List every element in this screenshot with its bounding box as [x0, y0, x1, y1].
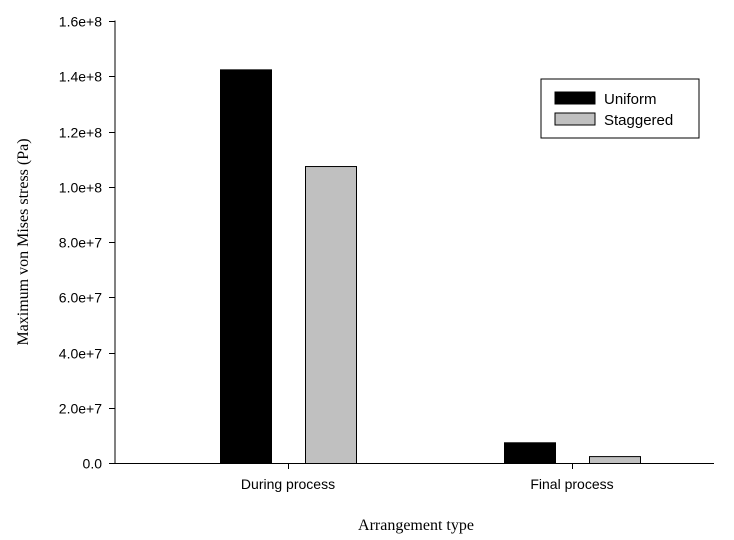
- y-tick-label: 8.0e+7: [59, 235, 102, 251]
- bars: [220, 69, 641, 464]
- y-axis-ticks: 0.0 2.0e+7 4.0e+7 6.0e+7 8.0e+7 1.0e+8 1.2e+8 1…: [59, 14, 115, 472]
- y-tick-label: 2.0e+7: [59, 401, 102, 417]
- y-tick-label: 4.0e+7: [59, 346, 102, 362]
- legend: Uniform Staggered: [540, 78, 700, 139]
- y-tick-label: 1.6e+8: [59, 14, 102, 30]
- y-tick-label: 1.2e+8: [59, 125, 102, 141]
- x-tick-label: Final process: [530, 476, 613, 492]
- bar-uniform-final-process: [504, 442, 556, 464]
- legend-swatch-uniform: [554, 91, 596, 105]
- y-tick-label: 1.0e+8: [59, 180, 102, 196]
- legend-label-uniform: Uniform: [604, 91, 657, 108]
- x-axis-ticks: During process Final process: [241, 463, 614, 492]
- x-tick-label: During process: [241, 476, 335, 492]
- y-tick-label: 1.4e+8: [59, 69, 102, 85]
- y-tick-label: 0.0: [83, 456, 103, 472]
- x-axis-label: Arrangement type: [358, 517, 474, 534]
- bar-staggered-final-process: [589, 456, 641, 464]
- y-tick-label: 6.0e+7: [59, 290, 102, 306]
- bar-uniform-during-process: [220, 69, 272, 464]
- bar-staggered-during-process: [305, 166, 357, 464]
- legend-box: [540, 78, 700, 139]
- y-axis-label: Maximum von Mises stress (Pa): [15, 138, 32, 345]
- legend-swatch-staggered: [554, 112, 596, 126]
- legend-label-staggered: Staggered: [604, 112, 673, 129]
